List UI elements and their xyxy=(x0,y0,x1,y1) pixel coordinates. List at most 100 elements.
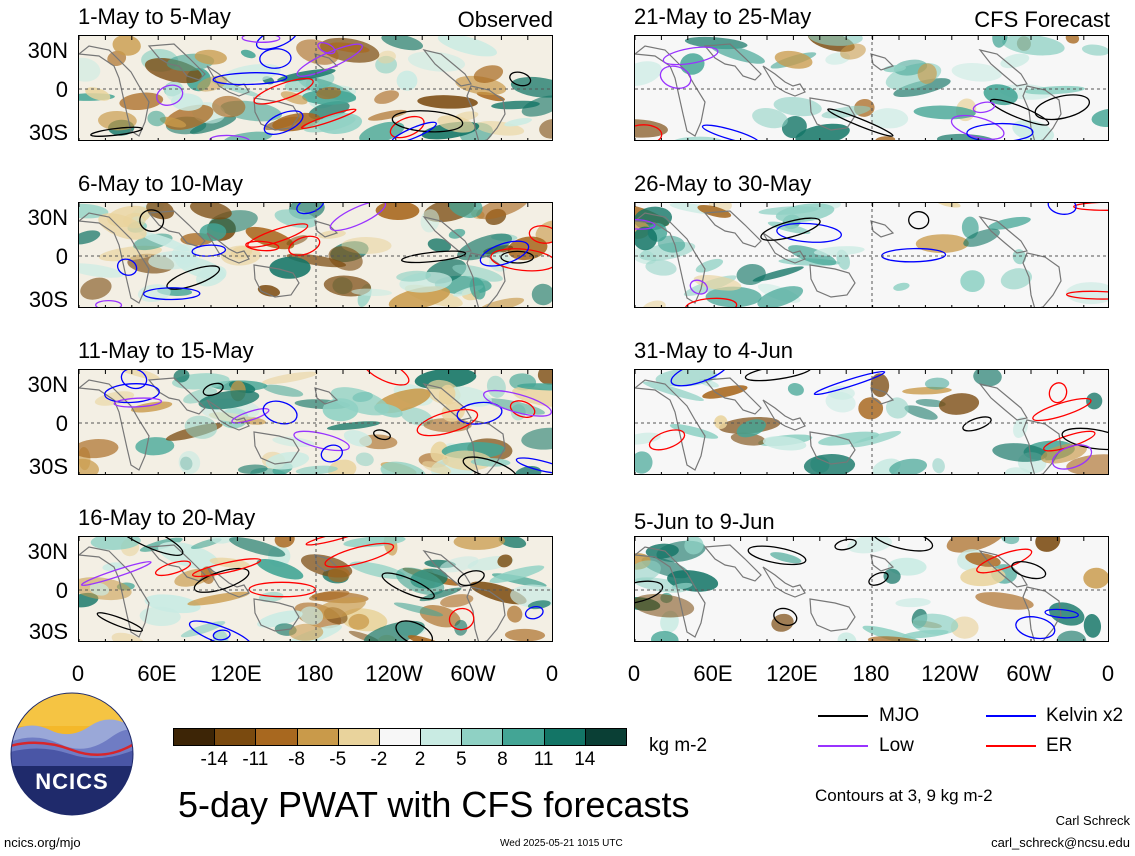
pwat-anomaly-blob xyxy=(912,613,959,635)
pwat-anomaly-blob xyxy=(917,63,937,84)
pwat-anomaly-blob xyxy=(316,86,342,100)
colorbar-tick-label: 2 xyxy=(414,749,426,770)
lon-label: 0 xyxy=(71,661,85,686)
lat-label-eq: 0 xyxy=(55,578,68,603)
pwat-anomaly-blob xyxy=(245,226,295,250)
pwat-anomaly-blob xyxy=(300,606,324,625)
pwat-anomaly-blob xyxy=(702,385,748,399)
wave-contour xyxy=(166,265,221,290)
pwat-anomaly-blob xyxy=(1066,454,1108,474)
wave-contour xyxy=(191,558,262,578)
wave-contour xyxy=(635,218,656,230)
wave-contour xyxy=(373,429,391,441)
pwat-anomaly-blob xyxy=(684,537,704,555)
wave-contour xyxy=(231,408,270,424)
colorbar-swatch xyxy=(502,728,545,746)
colorbar-tick-label: 5 xyxy=(455,749,467,770)
wave-contour xyxy=(324,542,395,568)
wave-contour xyxy=(395,620,434,641)
colorbar-tick-label: -8 xyxy=(288,749,305,770)
pwat-anomaly-blob xyxy=(915,398,946,408)
pwat-anomaly-blob xyxy=(651,630,679,641)
wave-contour xyxy=(288,235,321,256)
pwat-anomaly-blob xyxy=(417,95,478,109)
pwat-anomaly-blob xyxy=(504,628,546,641)
pwat-anomaly-blob xyxy=(752,107,788,129)
wave-contour xyxy=(1073,203,1108,211)
pwat-anomaly-blob xyxy=(115,370,160,380)
pwat-anomaly-blob xyxy=(112,36,141,56)
pwat-anomaly-blob xyxy=(512,386,552,407)
lon-label: 180 xyxy=(852,661,890,686)
pwat-anomaly-blob xyxy=(212,95,246,118)
wave-contour xyxy=(1032,397,1092,422)
coastline xyxy=(635,379,706,471)
wave-contour xyxy=(156,84,184,106)
pwat-anomaly-blob xyxy=(375,203,420,221)
pwat-anomaly-blob xyxy=(407,635,449,641)
pwat-anomaly-blob xyxy=(265,451,310,470)
pwat-anomaly-blob xyxy=(938,393,980,415)
pwat-anomaly-blob xyxy=(504,117,532,127)
coastline xyxy=(422,49,472,87)
pwat-anomaly-blob xyxy=(222,63,281,84)
pwat-anomaly-blob xyxy=(213,629,229,641)
pwat-field xyxy=(79,203,552,307)
pwat-anomaly-blob xyxy=(946,537,1005,553)
pwat-anomaly-blob xyxy=(178,450,201,474)
wave-contour xyxy=(962,416,992,432)
pwat-anomaly-blob xyxy=(924,377,950,390)
pwat-anomaly-blob xyxy=(1081,44,1108,56)
wave-contour xyxy=(509,400,536,418)
pwat-anomaly-blob xyxy=(827,385,855,400)
panel-title-left-4: 16-May to 20-May xyxy=(78,505,256,530)
wave-contour xyxy=(528,225,552,244)
pwat-anomaly-blob xyxy=(870,373,890,398)
wave-contour xyxy=(908,211,930,230)
pwat-anomaly-blob xyxy=(380,461,427,474)
pwat-anomaly-blob xyxy=(284,78,319,93)
coastline xyxy=(253,97,300,131)
pwat-anomaly-blob xyxy=(710,43,765,64)
legend-swatch-er xyxy=(986,745,1036,747)
pwat-anomaly-blob xyxy=(349,561,406,580)
pwat-anomaly-blob xyxy=(867,636,928,641)
pwat-anomaly-blob xyxy=(147,110,166,127)
pwat-anomaly-blob xyxy=(407,51,466,72)
pwat-anomaly-blob xyxy=(452,264,503,282)
pwat-anomaly-blob xyxy=(420,209,440,233)
pwat-anomaly-blob xyxy=(269,256,311,279)
colorbar-swatch xyxy=(173,728,216,746)
panel-title-left-1: 1-May to 5-May xyxy=(78,4,231,29)
ncics-logo: NCICS xyxy=(10,692,134,816)
coastline xyxy=(314,554,339,572)
legend-swatch-low xyxy=(818,745,868,747)
coastline xyxy=(147,377,206,415)
wave-contour xyxy=(490,248,552,272)
coastline xyxy=(703,544,762,582)
coastline xyxy=(422,216,472,254)
pwat-anomaly-blob xyxy=(146,203,175,220)
colorbar-swatch xyxy=(337,728,380,746)
panel-title-right-3: 31-May to 4-Jun xyxy=(634,338,793,363)
legend-swatch-mjo xyxy=(818,715,868,717)
pwat-anomaly-blob xyxy=(775,203,835,223)
pwat-anomaly-blob xyxy=(803,454,856,474)
coastline xyxy=(147,43,206,81)
pwat-anomaly-blob xyxy=(89,582,110,596)
pwat-anomaly-blob xyxy=(180,621,226,638)
lon-label: 60E xyxy=(693,661,733,686)
coastline xyxy=(635,546,706,638)
wave-contour xyxy=(1048,382,1068,404)
wave-contour xyxy=(524,606,544,620)
pwat-anomaly-blob xyxy=(883,568,901,584)
colorbar xyxy=(173,728,627,746)
pwat-anomaly-blob xyxy=(257,284,281,297)
coastline xyxy=(703,43,762,81)
coastline xyxy=(314,220,339,238)
pwat-anomaly-blob xyxy=(895,598,931,608)
pwat-anomaly-blob xyxy=(771,613,794,632)
pwat-anomaly-blob xyxy=(752,266,804,282)
pwat-anomaly-blob xyxy=(422,461,452,474)
pwat-anomaly-blob xyxy=(381,36,424,51)
